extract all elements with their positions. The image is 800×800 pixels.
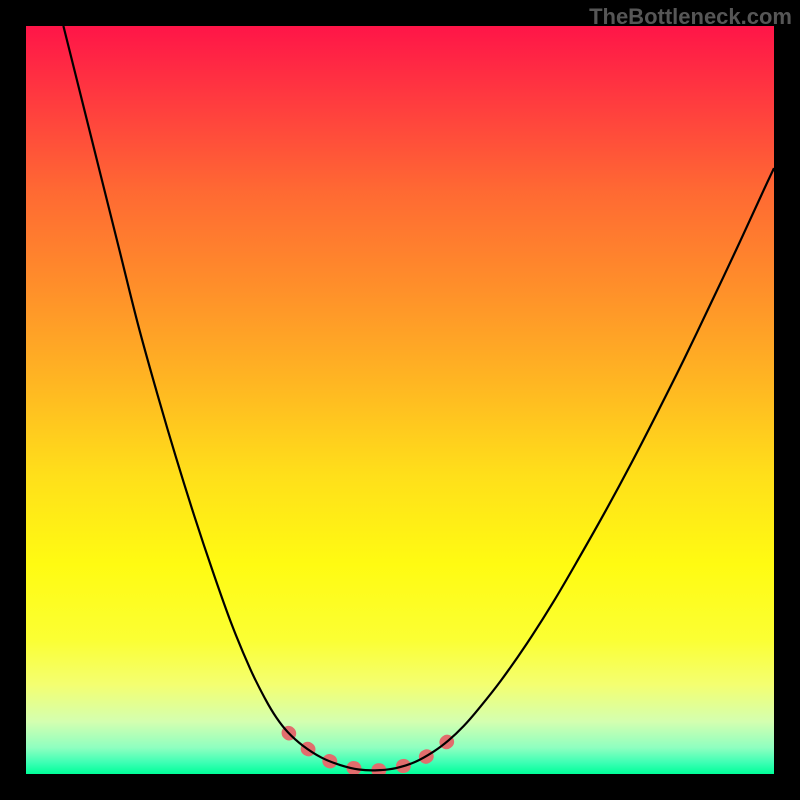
watermark-text: TheBottleneck.com: [589, 4, 792, 30]
chart-frame: TheBottleneck.com: [0, 0, 800, 800]
bottleneck-curve: [63, 26, 774, 770]
plot-area: [26, 26, 774, 774]
curve-layer: [26, 26, 774, 774]
